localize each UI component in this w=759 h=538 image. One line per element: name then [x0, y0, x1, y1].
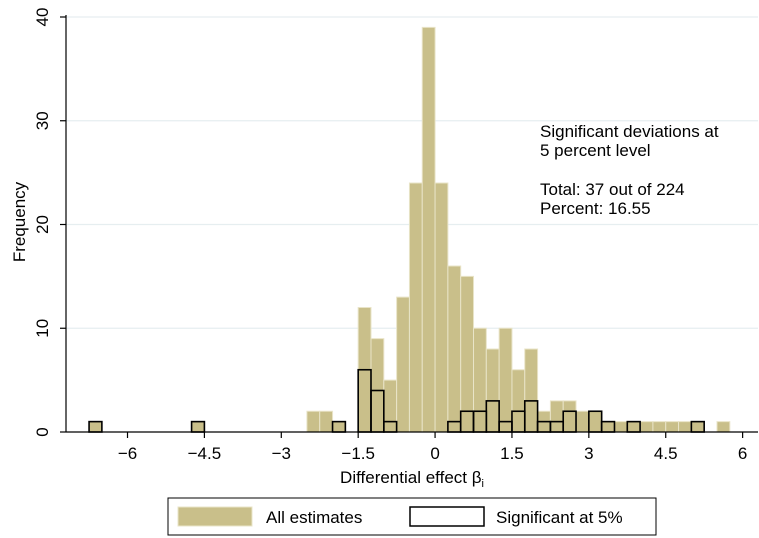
bar-all-estimates: [306, 410, 321, 433]
bar-all-estimates: [396, 296, 410, 433]
bar-all-estimates: [626, 421, 641, 433]
x-tick-label: −4.5: [188, 444, 222, 463]
y-tick-label: 20: [33, 215, 52, 234]
axes: [65, 15, 758, 433]
y-tick-label: 10: [33, 319, 52, 338]
bar-all-estimates: [447, 265, 462, 433]
x-tick-label: 4.5: [654, 444, 678, 463]
legend-label-all-estimates: All estimates: [266, 508, 362, 527]
bar-all-estimates: [652, 421, 667, 433]
legend: All estimates Significant at 5%: [167, 497, 657, 536]
bar-all-estimates: [690, 421, 705, 433]
bar-all-estimates: [319, 410, 334, 433]
x-tick-label: 3: [584, 444, 593, 463]
bar-all-estimates: [601, 421, 615, 433]
bar-all-estimates: [588, 410, 603, 433]
bar-all-estimates: [370, 338, 385, 433]
annotation-total: Total: 37 out of 224: [540, 180, 685, 199]
bar-all-estimates: [383, 379, 398, 433]
bar-all-estimates: [665, 421, 680, 433]
bar-all-estimates: [421, 26, 436, 433]
bar-all-estimates: [408, 182, 423, 433]
bar-all-estimates: [524, 348, 539, 433]
x-tick-label: 0: [430, 444, 439, 463]
bar-all-estimates: [575, 410, 590, 433]
annotation-line-1: Significant deviations at: [540, 122, 719, 141]
legend-label-significant: Significant at 5%: [496, 508, 623, 527]
x-tick-label: −6: [118, 444, 137, 463]
x-axis-title-subscript: i: [482, 478, 484, 490]
bar-all-estimates: [562, 400, 577, 433]
bar-all-estimates: [460, 275, 475, 433]
y-tick-label: 40: [33, 8, 52, 27]
annotation-percent: Percent: 16.55: [540, 199, 651, 218]
x-tick-label: 1.5: [500, 444, 524, 463]
bar-all-estimates: [716, 421, 731, 433]
bar-all-estimates: [613, 421, 628, 433]
bar-all-estimates: [498, 327, 513, 433]
annotation-block: Significant deviations at 5 percent leve…: [540, 122, 719, 218]
bar-all-estimates: [191, 421, 205, 433]
bar-all-estimates: [332, 421, 346, 433]
y-axis-title: Frequency: [10, 181, 29, 262]
bar-all-estimates: [434, 182, 449, 433]
bar-all-estimates: [473, 327, 487, 433]
x-axis-title: Differential effect βi: [340, 468, 484, 490]
bar-all-estimates: [511, 369, 526, 433]
x-tick-label: −1.5: [341, 444, 375, 463]
legend-swatch-all-estimates: [177, 506, 253, 527]
bar-all-estimates: [678, 421, 692, 433]
x-axis-ticks: −6 −4.5 −3 −1.5 0 1.5 3 4.5 6: [118, 432, 747, 463]
legend-swatch-significant: [409, 506, 485, 527]
bar-all-estimates: [88, 421, 103, 433]
x-tick-label: 6: [738, 444, 747, 463]
bar-all-estimates: [485, 348, 500, 433]
bar-all-estimates: [549, 400, 564, 433]
bar-all-estimates: [639, 421, 654, 433]
annotation-line-2: 5 percent level: [540, 141, 651, 160]
y-tick-label: 0: [33, 427, 52, 436]
x-tick-label: −3: [272, 444, 291, 463]
y-axis-ticks: 0 10 20 30 40: [33, 8, 66, 437]
y-tick-label: 30: [33, 111, 52, 130]
